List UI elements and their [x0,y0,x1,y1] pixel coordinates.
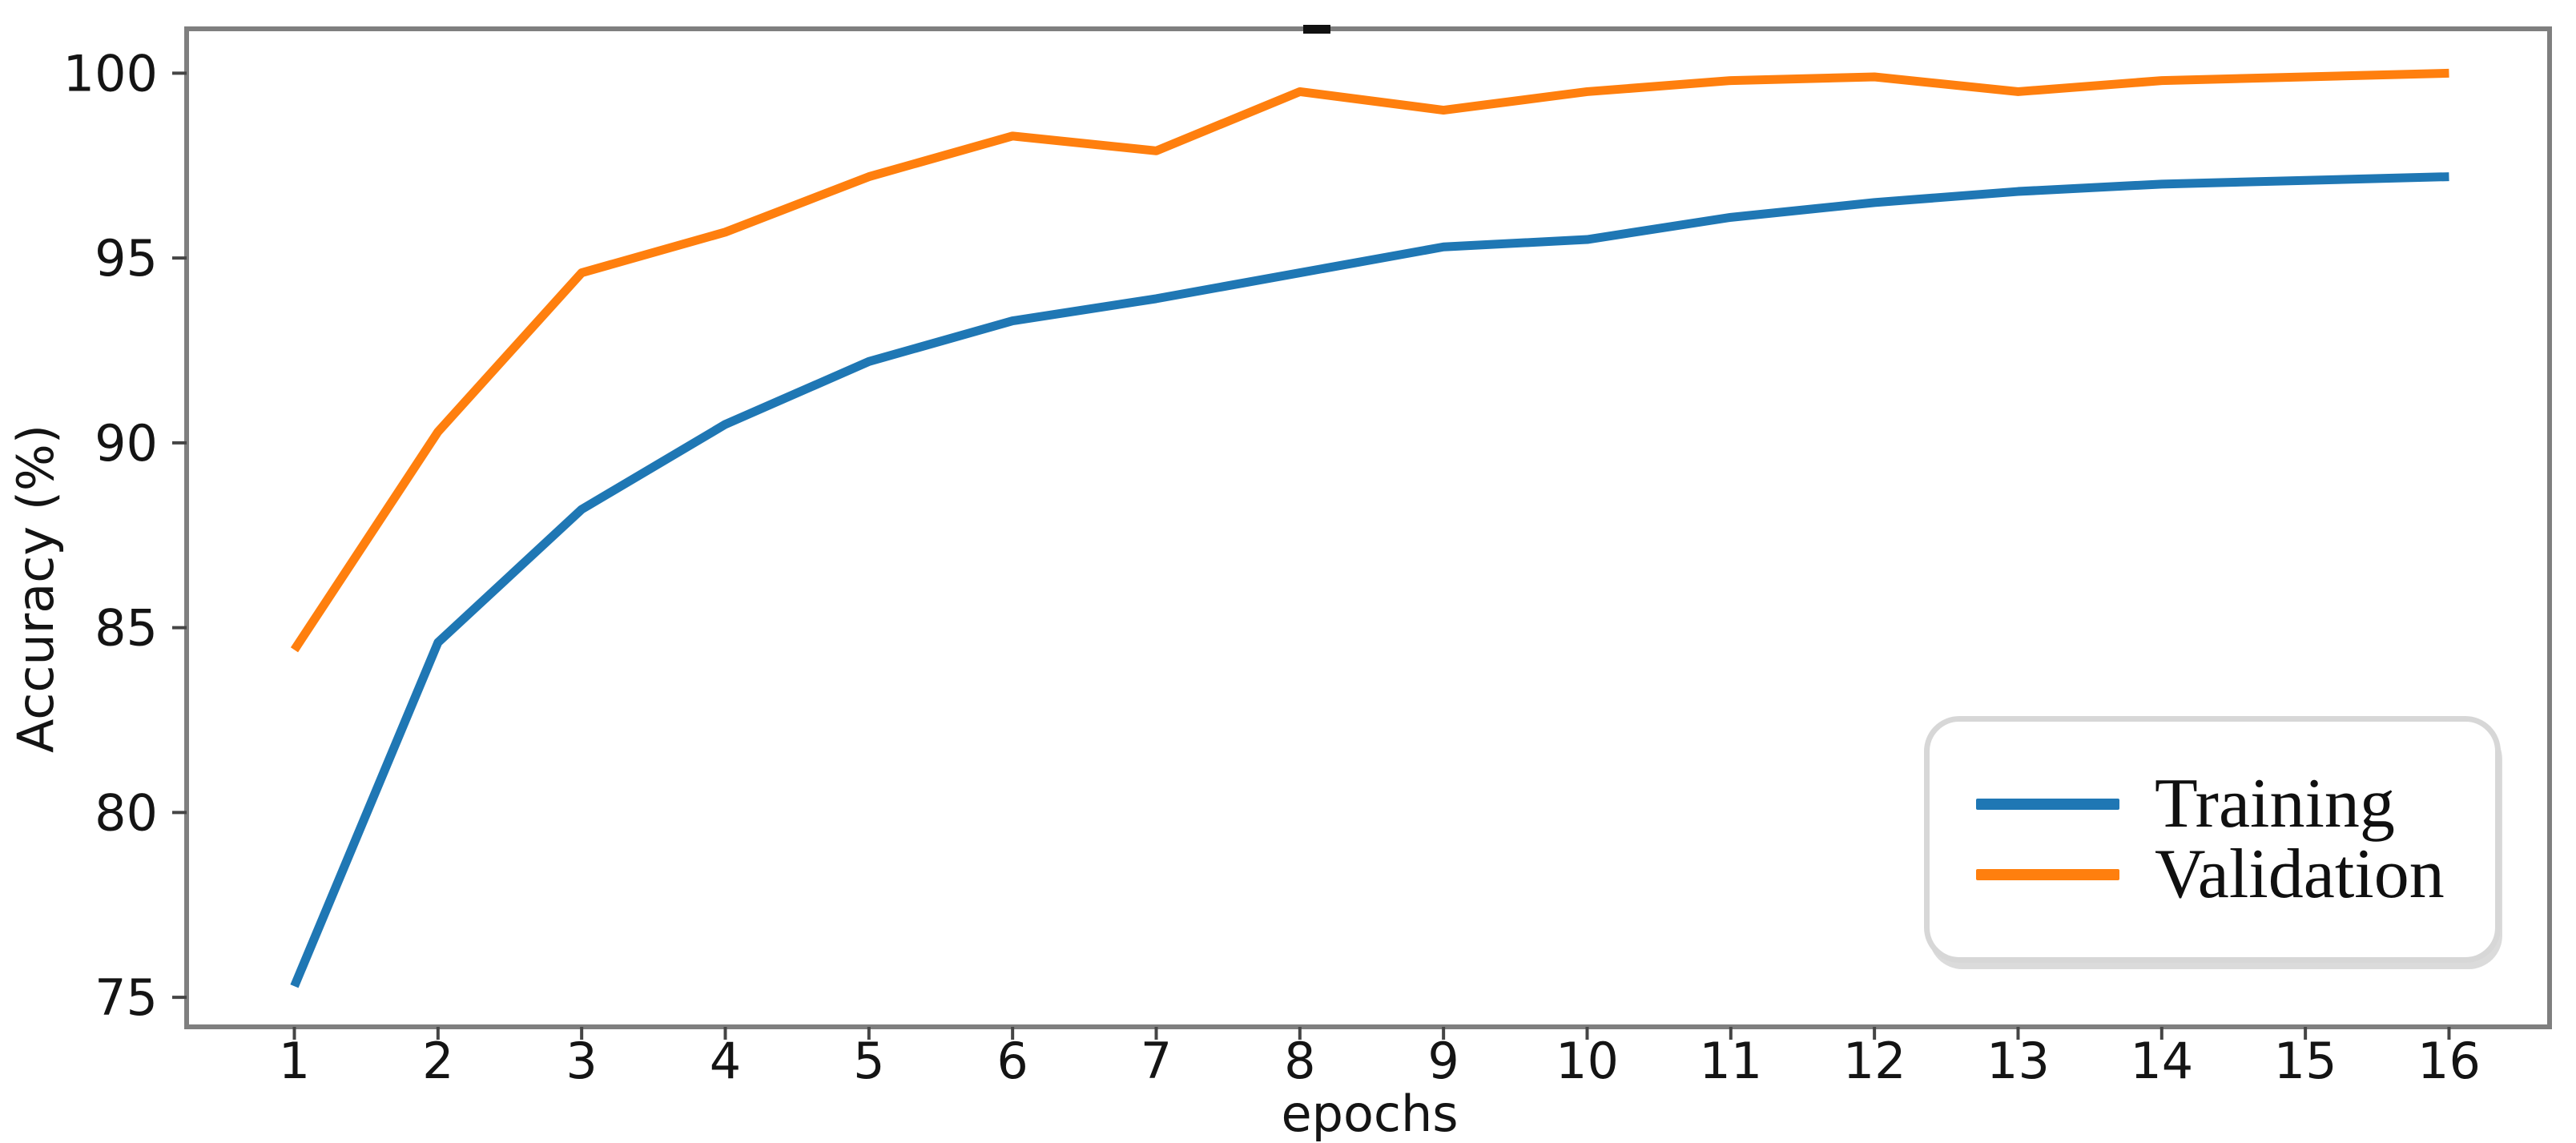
x-tick-label: 15 [2274,1032,2337,1090]
cropped-title-artifact [1303,25,1330,34]
x-tick-label: 10 [1556,1032,1619,1090]
x-tick-label: 5 [853,1032,884,1090]
y-tick-label: 80 [95,783,158,842]
x-tick-label: 11 [1699,1032,1762,1090]
x-tick-label: 12 [1843,1032,1906,1090]
legend-row-validation: Validation [1976,839,2495,910]
validation-line-swatch [1976,869,2119,880]
x-tick-label: 16 [2417,1032,2481,1090]
legend-label-training: Training [2155,765,2395,843]
series-line-training [290,172,2449,988]
series-line-validation [290,68,2449,653]
legend-label-validation: Validation [2155,835,2445,913]
x-tick-label: 4 [710,1032,741,1090]
training-line-swatch [1976,799,2119,810]
x-tick-label: 13 [1986,1032,2050,1090]
y-tick-label: 75 [95,968,158,1027]
x-tick-label: 7 [1141,1032,1172,1090]
x-tick-label: 3 [566,1032,597,1090]
x-tick-label: 1 [279,1032,310,1090]
legend-box: Training Validation [1924,716,2501,963]
axes-spines [184,26,2552,1029]
x-tick-label: 8 [1284,1032,1315,1090]
x-axis-label: epochs [1281,1085,1458,1143]
x-tick-label: 2 [422,1032,453,1090]
legend-row-training: Training [1976,769,2495,839]
y-tick-label: 100 [63,44,158,103]
y-tick-label: 95 [95,229,158,288]
y-tick-label: 85 [95,599,158,658]
x-tick-label: 6 [996,1032,1028,1090]
x-tick-label: 14 [2130,1032,2193,1090]
x-tick-label: 9 [1427,1032,1459,1090]
y-axis-label: Accuracy (%) [6,425,65,753]
y-tick-label: 90 [95,414,158,473]
